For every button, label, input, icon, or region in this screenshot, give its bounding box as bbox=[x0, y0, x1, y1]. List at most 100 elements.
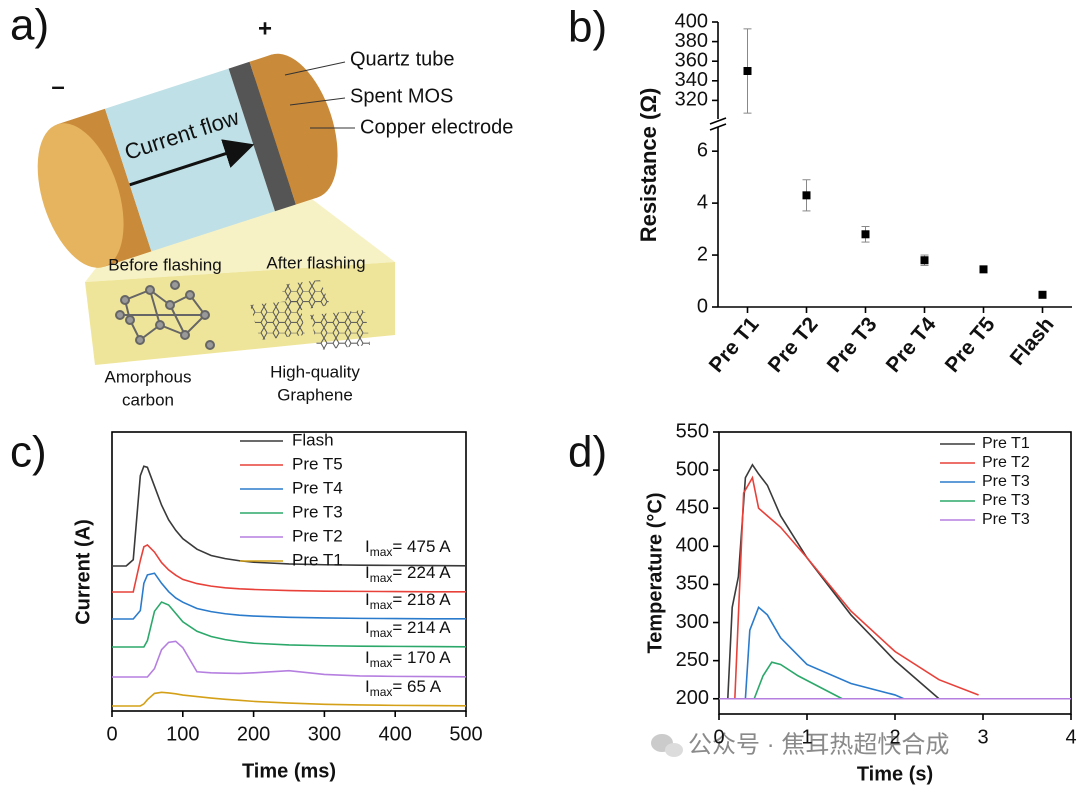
peak-label-sub: max bbox=[370, 656, 393, 670]
quartz-body bbox=[105, 68, 275, 252]
legend-label: Pre T3 bbox=[982, 511, 1030, 528]
y-tick-label: 450 bbox=[676, 496, 709, 518]
legend-label: Pre T3 bbox=[292, 502, 343, 521]
watermark: 公众号 · 焦耳热超快合成 bbox=[688, 731, 949, 758]
mos-band bbox=[228, 61, 296, 212]
y-tick-label: 340 bbox=[675, 69, 708, 91]
y-tick-label: 4 bbox=[697, 191, 708, 213]
legend-label: Flash bbox=[292, 430, 334, 449]
y-tick-label: 250 bbox=[676, 649, 709, 671]
peak-label: Imax= 475 A bbox=[365, 537, 451, 559]
callout: Copper electrode bbox=[360, 116, 513, 138]
x-tick-label: 3 bbox=[977, 726, 988, 748]
peak-label: Imax= 214 A bbox=[365, 618, 451, 640]
peak-label-main: I bbox=[365, 563, 370, 582]
axis-break bbox=[709, 117, 727, 125]
panel-label: d) bbox=[568, 428, 607, 477]
minus-sign: – bbox=[51, 73, 64, 100]
x-tick-label: 0 bbox=[106, 723, 117, 745]
peak-label-main: I bbox=[365, 590, 370, 609]
leader bbox=[289, 97, 346, 106]
x-tick-label: 100 bbox=[166, 723, 199, 745]
peak-label-main: I bbox=[365, 618, 370, 637]
y-tick-label: 550 bbox=[676, 420, 709, 442]
current-trace bbox=[112, 572, 466, 620]
current-trace bbox=[112, 691, 467, 707]
after-label: After flashing bbox=[266, 253, 365, 272]
data-point bbox=[802, 191, 811, 200]
panel-label: b) bbox=[568, 3, 607, 52]
peak-label-rest: = 475 A bbox=[392, 537, 451, 556]
peak-label-rest: = 214 A bbox=[392, 618, 451, 637]
y-tick-label: 320 bbox=[675, 89, 708, 111]
cylinder: Current flow bbox=[37, 53, 338, 268]
x-tick-label: 300 bbox=[308, 723, 341, 745]
temperature-line bbox=[727, 463, 940, 700]
peak-label: Imax= 218 A bbox=[365, 590, 451, 612]
panel-label: a) bbox=[10, 1, 49, 50]
temperature-line bbox=[734, 475, 979, 699]
y-tick-label: 500 bbox=[676, 458, 709, 480]
x-tick-label: 1 bbox=[801, 726, 812, 748]
legend-label: Pre T3 bbox=[982, 473, 1030, 490]
legend-label: Pre T3 bbox=[982, 492, 1030, 509]
peak-label-rest: = 218 A bbox=[392, 590, 451, 609]
panel-label: c) bbox=[10, 428, 47, 477]
y-tick-label: 200 bbox=[676, 687, 709, 709]
peak-label-rest: = 170 A bbox=[392, 648, 451, 667]
peak-label: Imax= 65 A bbox=[365, 677, 442, 699]
x-tick-label: 2 bbox=[889, 726, 900, 748]
callout: Spent MOS bbox=[350, 85, 453, 107]
flow-arrow bbox=[129, 139, 255, 187]
temperature-line bbox=[753, 661, 843, 700]
current-trace bbox=[112, 543, 466, 593]
y-tick-label: 400 bbox=[675, 10, 708, 32]
peak-label-main: I bbox=[365, 677, 370, 696]
data-point bbox=[979, 265, 988, 274]
before-label: Before flashing bbox=[108, 255, 221, 274]
temperature-line bbox=[744, 605, 905, 700]
plot-frame bbox=[111, 431, 467, 712]
x-tick-label: 400 bbox=[379, 723, 412, 745]
y-tick-label: 6 bbox=[697, 139, 708, 161]
y-tick-label: 300 bbox=[676, 611, 709, 633]
graphene bbox=[250, 280, 370, 350]
x-tick-label: Pre T4 bbox=[882, 313, 941, 377]
axis-break bbox=[709, 123, 727, 131]
y-tick-label: 2 bbox=[697, 243, 708, 265]
y-tick-label: 400 bbox=[676, 535, 709, 557]
peak-label-sub: max bbox=[370, 571, 393, 585]
peak-label: Imax= 170 A bbox=[365, 648, 451, 670]
data-point bbox=[861, 230, 870, 239]
data-point bbox=[743, 67, 752, 75]
projection bbox=[85, 190, 395, 282]
x-tick-label: 4 bbox=[1065, 726, 1076, 748]
peak-label-sub: max bbox=[370, 545, 393, 559]
x-tick-label: Pre T1 bbox=[705, 313, 764, 377]
leader bbox=[284, 61, 346, 76]
copper-band bbox=[249, 54, 318, 205]
x-axis-label: Time (s) bbox=[857, 763, 933, 785]
peak-label-main: I bbox=[365, 648, 370, 667]
graphene-label: Graphene bbox=[277, 385, 353, 404]
y-axis-label: Resistance (Ω) bbox=[636, 88, 661, 243]
peak-label-main: I bbox=[365, 537, 370, 556]
legend-label: Pre T2 bbox=[292, 526, 343, 545]
y-axis-label: Temperature (°C) bbox=[644, 493, 666, 654]
x-tick-label: 0 bbox=[713, 726, 724, 748]
y-tick-label: 380 bbox=[675, 30, 708, 52]
x-tick-label: 200 bbox=[237, 723, 270, 745]
amorphous-carbon bbox=[115, 280, 215, 350]
x-tick-label: Pre T5 bbox=[941, 313, 1000, 377]
peak-label: Imax= 224 A bbox=[365, 563, 451, 585]
x-tick-label: 500 bbox=[449, 723, 482, 745]
current-trace bbox=[112, 601, 467, 648]
peak-label-rest: = 224 A bbox=[392, 563, 451, 582]
peak-label-sub: max bbox=[370, 598, 393, 612]
current-trace bbox=[112, 465, 467, 567]
legend-label: Pre T2 bbox=[982, 454, 1030, 471]
legend-label: Pre T1 bbox=[982, 435, 1030, 452]
legend-label: Pre T5 bbox=[292, 454, 343, 473]
x-tick-label: Pre T3 bbox=[823, 313, 882, 377]
